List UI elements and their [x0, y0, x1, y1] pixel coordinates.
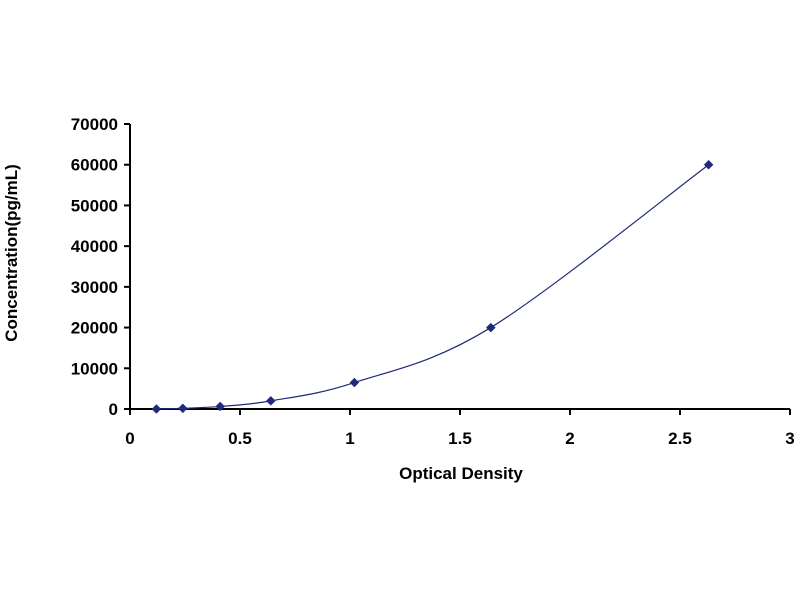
y-tick-label: 70000	[71, 115, 118, 134]
x-tick-label: 1	[345, 429, 354, 448]
data-points	[151, 159, 714, 414]
y-tick-label: 0	[109, 400, 118, 419]
x-tick-label: 2	[565, 429, 574, 448]
data-point	[485, 322, 496, 333]
y-tick-label: 50000	[71, 196, 118, 215]
x-ticks: 0 0.5 1 1.5 2 2.5 3	[125, 409, 795, 448]
x-tick-label: 3	[785, 429, 794, 448]
y-tick-label: 60000	[71, 156, 118, 175]
x-tick-label: 0.5	[228, 429, 252, 448]
axes	[129, 124, 790, 410]
y-ticks: 0 10000 20000 30000 40000 50000 60000 70000	[71, 115, 130, 419]
x-axis-title: Optical Density	[399, 464, 523, 483]
y-axis-title: Concentration(pg/mL)	[2, 164, 21, 342]
data-point	[151, 404, 162, 414]
data-point	[703, 159, 714, 170]
data-point	[265, 396, 276, 406]
y-tick-label: 10000	[71, 359, 118, 378]
fit-curve	[156, 164, 709, 410]
data-point	[177, 403, 188, 414]
y-tick-label: 40000	[71, 237, 118, 256]
data-point	[215, 401, 226, 412]
x-tick-label: 2.5	[668, 429, 692, 448]
x-tick-label: 1.5	[448, 429, 472, 448]
y-tick-label: 20000	[71, 319, 118, 338]
data-point	[349, 377, 360, 388]
x-tick-label: 0	[125, 429, 134, 448]
y-tick-label: 30000	[71, 278, 118, 297]
